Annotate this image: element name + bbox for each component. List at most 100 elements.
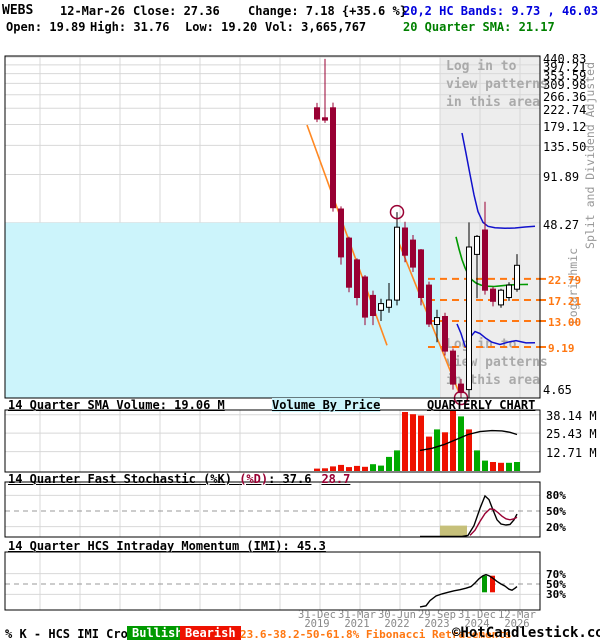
bearish-candle [314,107,320,120]
volume-bar [362,466,368,471]
price-axis-label: 309.98 [543,78,587,93]
imi-bearish-bar [490,575,495,593]
stochastic-axis-label: 50% [546,505,566,518]
volume-bar [466,429,472,471]
high-value: High: 31.76 [90,20,170,34]
low-value: Low: 19.20 [185,20,258,34]
bearish-candle [458,383,464,394]
volume-value: Vol: 3,665,767 [265,20,367,34]
fibonacci-label: 17.21 [548,294,582,308]
volume-bar [482,460,488,471]
stochastic-axis-label: 20% [546,520,566,534]
stochastic-k-value: 37.6 [282,472,312,486]
bullish-candle [474,235,480,255]
price-axis-label: 440.83 [543,52,587,67]
stochastic-d-line [469,508,518,536]
watermark-link[interactable]: ©HotCandlestick.com [452,625,600,641]
date-axis-label: 30-Jun 2022 [378,609,416,630]
sma-line [455,236,529,288]
date-axis-label: 12-Mar 2026 [498,609,536,630]
volume-bar [386,456,392,471]
volume-bar [322,468,328,471]
imi-panel-border [4,551,541,611]
hc-band-lower [456,323,536,350]
price-axis-label: 91.89 [543,169,580,184]
price-axis-label: 48.27 [543,217,580,232]
imi-panel-bg [5,552,540,610]
bearish-candle [426,284,432,325]
chart-type-label: QUARTERLY CHART [427,398,536,412]
volume-by-price-label: Volume By Price [272,398,381,412]
close-value: Close: 27.36 [133,4,220,18]
volume-axis-label: 12.71 M [546,445,597,460]
bullish-candle [514,264,520,290]
price-axis-label: 222.74 [543,103,587,118]
volume-bar [434,429,440,471]
bullish-candle [378,303,384,311]
volume-bar [410,414,416,471]
volume-bar [338,464,344,471]
imi-axis-label: 30% [546,588,566,602]
oversold-block [440,525,467,537]
price-axis-label: 353.59 [543,68,587,83]
hc-bands-value: 20,2 HC Bands: 9.73 , 46.03 [403,4,599,18]
price-axis-label: 266.36 [543,89,587,104]
stochastic-panel-border [4,481,541,538]
login-prompt-bottom[interactable]: view patterns [446,355,548,370]
bearish-candle [410,239,416,268]
volume-bar [442,432,448,471]
pattern-circle [389,204,405,220]
volume-axis-label: 25.43 M [546,427,597,442]
volume-bar [490,462,496,471]
bearish-candle [370,294,376,316]
bearish-candle [490,288,496,302]
volume-bar [402,412,408,471]
bearish-candle [346,237,352,288]
imi-panel-title: 14 Quarter HCS Intraday Momentum (IMI): … [8,539,326,553]
volume-axis-label: 38.14 M [546,408,597,423]
login-prompt-top[interactable]: Log in to [446,59,517,74]
imi-axis-label: 70% [546,567,566,581]
bearish-candle [354,259,360,298]
volume-bar [346,467,352,471]
stochastic-panel-title: 14 Quarter Fast Stochastic (%K) (%D): 37… [8,472,350,486]
price-axis-label: 135.50 [543,140,587,155]
login-prompt-bottom[interactable]: Log in to [446,337,517,352]
bearish-candle [338,208,344,258]
date-axis-label: 29-Sep 2023 [418,609,456,630]
price-axis-label: 179.12 [543,119,587,134]
volume-bar [314,468,320,471]
bullish-candle [386,299,392,308]
volume-bar [474,450,480,471]
login-prompt-top[interactable]: view patterns [446,77,548,92]
bullish-candle [466,246,472,391]
volume-bar [330,466,336,471]
price-axis-label: 397.21 [543,59,587,74]
bullish-candle [434,317,440,326]
ticker-symbol: WEBS [2,3,34,18]
volume-bar [418,415,424,471]
volume-sma-line [419,429,518,452]
stochastic-d-label: (%D) [239,472,269,486]
date-axis-label: 31-Mar 2021 [338,609,376,630]
volume-bar [426,436,432,471]
bearish-candle [402,227,408,256]
imi-bullish-bar [482,575,487,593]
volume-bar [370,464,376,471]
stochastic-title-prefix: 14 Quarter Fast Stochastic (%K) [8,472,240,486]
stochastic-d-value: 28.7 [321,472,351,486]
volume-bar [458,416,464,471]
volume-bar [514,462,520,471]
imi-axis-label: 50% [546,578,566,591]
bearish-candle [322,117,328,121]
login-prompt-top[interactable]: in this area [446,95,540,110]
bullish-legend-chip: Bullish [127,626,188,640]
change-value: Change: 7.18 {+35.6 %} [248,4,407,18]
bullish-candle [498,289,504,306]
bearish-candle [330,107,336,209]
volume-bar [354,465,360,471]
y-min-label: 4.65 [543,383,572,397]
fibonacci-label: 13.00 [548,315,582,329]
